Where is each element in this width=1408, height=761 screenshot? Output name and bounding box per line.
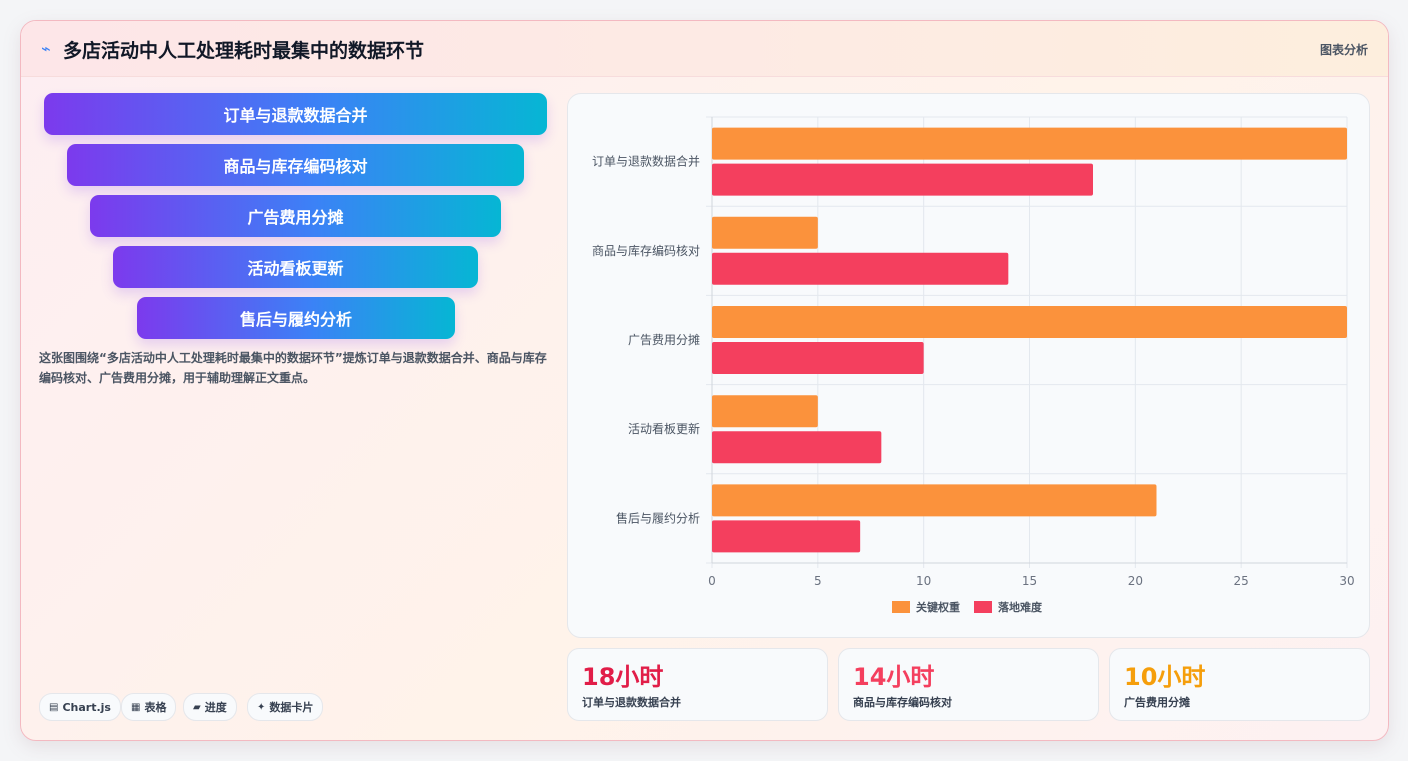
chart-line-icon: ⌁ [41, 39, 51, 58]
x-tick-label: 15 [1022, 574, 1037, 588]
stat-card-1: 18小时 订单与退款数据合并 [567, 648, 828, 721]
pill-label: 进度 [204, 701, 227, 714]
pill-label: Chart.js [62, 700, 111, 714]
header-tag: 图表分析 [1319, 43, 1368, 57]
funnel-step-5: 售后与履约分析 [137, 297, 455, 339]
x-tick-label: 10 [916, 574, 931, 588]
legend-label: 落地难度 [998, 600, 1043, 614]
y-tick-label: 售后与履约分析 [616, 510, 700, 525]
y-tick-label: 活动看板更新 [628, 421, 700, 436]
x-tick-label: 0 [708, 574, 716, 588]
funnel-step-2: 商品与库存编码核对 [67, 144, 524, 186]
bar-landing-difficulty [712, 520, 861, 553]
bar-key-weight [712, 306, 1347, 338]
x-tick-label: 25 [1234, 574, 1249, 588]
bar-key-weight [712, 484, 1157, 517]
pill-label: 表格 [144, 701, 167, 714]
pill-label: 数据卡片 [269, 701, 314, 714]
legend-swatch [892, 601, 910, 613]
pill-data-card[interactable]: ✦ 数据卡片 [247, 693, 324, 721]
stat-label: 商品与库存编码核对 [853, 696, 952, 709]
chart-card: 0 5 10 15 20 25 30 订单与退款数据合并 商品与库存编码核对广告费用分摊 活动看板… [567, 93, 1370, 638]
x-tick-label: 30 [1339, 574, 1354, 588]
chart-icon: ▤ [49, 701, 59, 713]
header: ⌁ 多店活动中人工处理耗时最集中的数据环节 图表分析 [21, 21, 1388, 77]
x-tick-label: 20 [1128, 574, 1143, 588]
stat-card-2: 14小时 商品与库存编码核对 [838, 648, 1099, 721]
funnel-step-3: 广告费用分摊 [90, 195, 501, 237]
legend-swatch [974, 601, 992, 613]
pill-progress[interactable]: ▰ 进度 [183, 693, 237, 721]
bar-landing-difficulty [712, 342, 924, 374]
funnel-step-4: 活动看板更新 [113, 246, 478, 288]
page-title: 多店活动中人工处理耗时最集中的数据环节 [63, 40, 425, 62]
stat-value: 10小时 [1124, 663, 1206, 691]
pill-table[interactable]: ▦ 表格 [121, 693, 177, 721]
bar-key-weight [712, 395, 818, 428]
table-icon: ▦ [131, 701, 141, 713]
bar-key-weight [712, 127, 1347, 160]
legend-label: 关键权重 [916, 600, 960, 614]
bar-landing-difficulty [712, 252, 1009, 285]
bar-landing-difficulty [712, 431, 882, 464]
stat-card-3: 10小时 广告费用分摊 [1109, 648, 1370, 721]
stat-value: 18小时 [582, 663, 664, 691]
stat-value: 14小时 [853, 663, 935, 691]
stat-label: 广告费用分摊 [1124, 696, 1190, 709]
y-tick-label: 商品与库存编码核对 [592, 243, 700, 258]
bar-chart: 0 5 10 15 20 25 30 订单与退款数据合并商品与库存编码核对广告费用分摊活动看板… [592, 116, 1355, 614]
bar-landing-difficulty [712, 163, 1093, 196]
main-panel: ⌁ 多店活动中人工处理耗时最集中的数据环节 图表分析 订单与退款数据合并 商品与… [20, 20, 1389, 741]
x-tick-label: 5 [814, 574, 822, 588]
y-tick-label: 订单与退款数据合并 [592, 154, 700, 169]
y-tick-label: 广告费用分摊 [628, 333, 700, 347]
pill-chartjs[interactable]: ▤ Chart.js [39, 693, 121, 721]
stat-label: 订单与退款数据合并 [582, 696, 681, 709]
description: 这张图围绕“多店活动中人工处理耗时最集中的数据环节”提炼订单与退款数据合并、商品… [39, 351, 547, 385]
bar-key-weight [712, 216, 818, 249]
funnel-step-1: 订单与退款数据合并 [44, 93, 547, 135]
sparkle-icon: ✦ [257, 701, 266, 713]
progress-icon: ▰ [193, 701, 201, 713]
